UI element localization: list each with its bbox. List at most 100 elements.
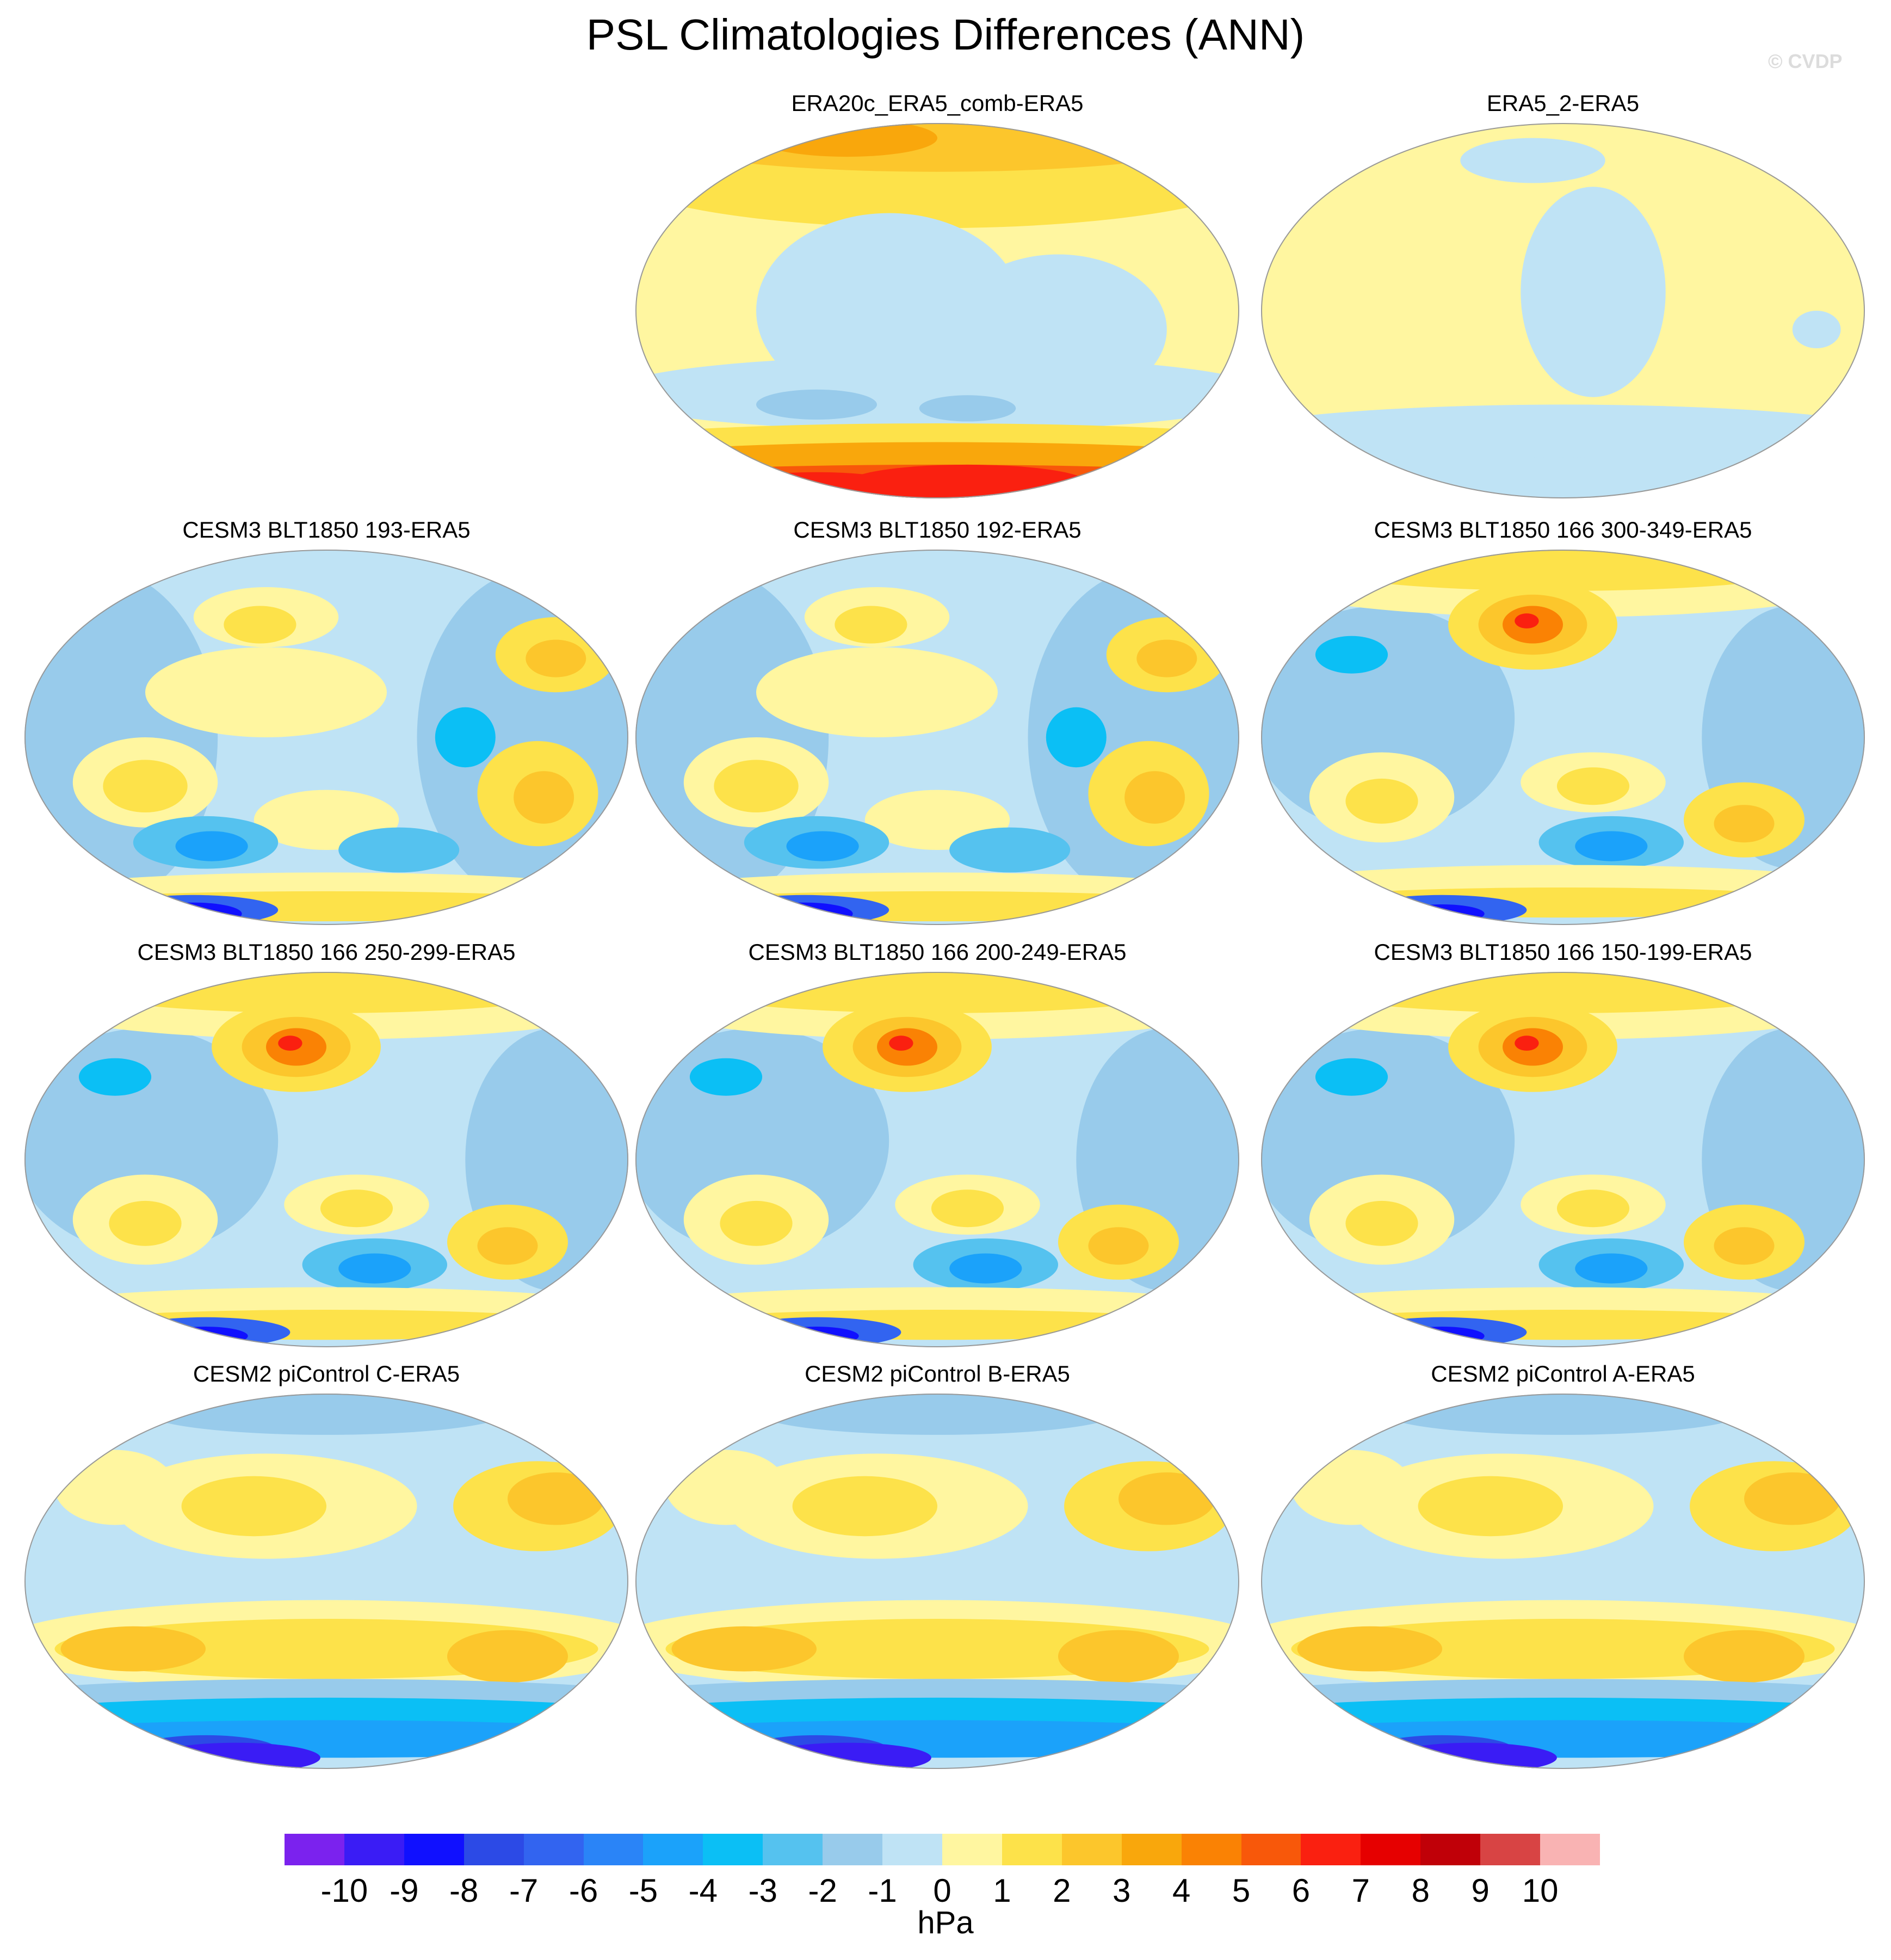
colorbar-swatch — [882, 1834, 943, 1865]
anomaly-region — [714, 760, 799, 812]
map-panel — [635, 123, 1239, 498]
anomaly-region — [224, 606, 296, 644]
colorbar-tick-label: -1 — [868, 1872, 897, 1909]
anomaly-region — [756, 123, 937, 157]
panel-title: CESM2 piControl A-ERA5 — [1431, 1361, 1695, 1386]
anomaly-region — [949, 827, 1071, 873]
colorbar-swatch — [1121, 1834, 1182, 1865]
map-outline — [24, 972, 628, 1347]
anomaly-region — [720, 1200, 793, 1246]
anomaly-region — [1297, 1626, 1442, 1672]
colorbar-tick-label: -9 — [390, 1872, 419, 1909]
anomaly-region — [889, 1036, 913, 1051]
anomaly-region — [774, 1327, 859, 1346]
anomaly-region — [338, 827, 460, 873]
anomaly-region — [103, 760, 188, 812]
colorbar-swatch — [1241, 1834, 1301, 1865]
anomaly-region — [931, 1189, 1004, 1228]
anomaly-region — [1291, 1450, 1412, 1525]
anomaly-region — [756, 647, 998, 737]
colorbar-tick-label: -6 — [568, 1872, 598, 1909]
anomaly-region — [1418, 1476, 1563, 1537]
map-panel — [1261, 123, 1865, 498]
anomaly-region — [24, 1028, 279, 1254]
anomaly-region — [24, 1720, 628, 1758]
anomaly-region — [1315, 1058, 1388, 1096]
anomaly-region — [1515, 613, 1539, 628]
anomaly-region — [786, 831, 859, 861]
anomaly-region — [1136, 639, 1197, 677]
anomaly-region — [1515, 1036, 1539, 1051]
anomaly-region — [671, 1626, 817, 1672]
anomaly-region — [1575, 1253, 1648, 1284]
map-outline — [24, 1394, 628, 1769]
anomaly-region — [514, 771, 574, 824]
map-outline — [24, 550, 628, 925]
colorbar-swatch — [404, 1834, 464, 1865]
anomaly-region — [635, 891, 1239, 922]
anomaly-region — [1261, 457, 1865, 498]
anomaly-region — [1261, 606, 1515, 831]
anomaly-region — [175, 831, 248, 861]
anomaly-region — [145, 647, 387, 737]
anomaly-region — [1575, 831, 1648, 861]
anomaly-region — [919, 395, 1016, 422]
anomaly-region — [526, 639, 586, 677]
colorbar-swatch — [1301, 1834, 1361, 1865]
colorbar-tick-label: -10 — [320, 1872, 368, 1909]
anomaly-region — [54, 1310, 598, 1340]
colorbar-swatch — [1002, 1834, 1062, 1865]
colorbar-tick-label: 4 — [1172, 1872, 1191, 1909]
map-panel — [24, 550, 628, 925]
panel-title: CESM2 piControl C-ERA5 — [193, 1361, 460, 1386]
anomaly-region — [762, 1742, 931, 1769]
colorbar-swatch — [1181, 1834, 1241, 1865]
colorbar-swatch — [1061, 1834, 1122, 1865]
anomaly-region — [1556, 1189, 1630, 1228]
colorbar-tick-label: 3 — [1113, 1872, 1131, 1909]
anomaly-region — [1714, 1227, 1775, 1265]
anomaly-region — [792, 1476, 937, 1537]
anomaly-region — [181, 1476, 326, 1537]
anomaly-region — [1076, 472, 1221, 498]
colorbar-tick-label: 8 — [1411, 1872, 1430, 1909]
anomaly-region — [1792, 311, 1841, 348]
anomaly-region — [1291, 1310, 1835, 1340]
anomaly-region — [635, 1028, 889, 1254]
map-panel — [635, 1394, 1239, 1769]
panel-title: CESM2 piControl B-ERA5 — [805, 1361, 1070, 1386]
panel-title: CESM3 BLT1850 166 200-249-ERA5 — [748, 939, 1127, 965]
anomaly-region — [1388, 1742, 1557, 1769]
anomaly-region — [489, 1742, 586, 1766]
colorbar-swatch — [464, 1834, 524, 1865]
anomaly-region — [1714, 805, 1775, 843]
colorbar-swatch — [285, 1834, 344, 1865]
map-outline — [1261, 1394, 1865, 1769]
colorbar-swatch — [1480, 1834, 1541, 1865]
colorbar-tick-label: -7 — [509, 1872, 539, 1909]
map-outline — [635, 550, 1239, 925]
anomaly-region — [1088, 1227, 1149, 1265]
colorbar-swatch — [942, 1834, 1002, 1865]
anomaly-region — [1345, 778, 1418, 824]
figure-title: PSL Climatologies Differences (ANN) — [586, 10, 1305, 59]
anomaly-region — [60, 1626, 206, 1672]
anomaly-region — [1556, 767, 1630, 805]
colorbar-swatch — [823, 1834, 883, 1865]
anomaly-region — [1400, 904, 1485, 923]
colorbar-tick-label: -4 — [688, 1872, 718, 1909]
panel-title: CESM3 BLT1850 192-ERA5 — [793, 517, 1082, 543]
map-panel — [1261, 1394, 1865, 1769]
map-outline — [1261, 123, 1865, 498]
map-panel — [635, 550, 1239, 925]
anomaly-region — [720, 895, 889, 925]
map-panel — [635, 972, 1239, 1347]
colorbar-units: hPa — [917, 1905, 974, 1940]
colorbar-tick-label: 0 — [933, 1872, 951, 1909]
credit-watermark: © CVDP — [1768, 50, 1843, 72]
colorbar — [285, 1834, 1600, 1865]
map-panel — [1261, 972, 1865, 1347]
colorbar-tick-label: -8 — [449, 1872, 479, 1909]
map-panel — [24, 1394, 628, 1769]
anomaly-region — [1345, 1200, 1418, 1246]
